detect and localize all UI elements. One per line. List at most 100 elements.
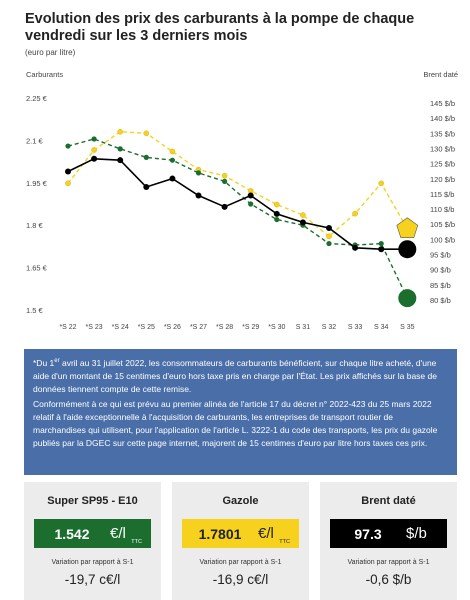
price-box: 97.3 $/b <box>330 519 447 548</box>
x-tick-label: *S 26 <box>164 324 181 331</box>
card-title: Gazole <box>222 495 259 507</box>
data-point <box>169 148 176 155</box>
card-brent: Brent daté 97.3 $/b Variation par rappor… <box>320 482 457 600</box>
variation-label: Variation par rapport à S-1 <box>51 559 134 566</box>
data-point <box>273 201 280 208</box>
data-point <box>221 172 228 179</box>
right-tick-label: 110 $/b <box>430 205 454 214</box>
data-point <box>378 240 384 247</box>
data-point <box>169 175 176 182</box>
ttc-label: TTC <box>131 539 142 545</box>
x-tick-label: S 31 <box>296 324 311 331</box>
left-tick-label: 1.65 € <box>26 264 48 273</box>
x-tick-label: *S 24 <box>112 324 129 331</box>
variation-label: Variation par rapport à S-1 <box>347 559 430 566</box>
variation-label: Variation par rapport à S-1 <box>199 559 282 566</box>
right-tick-label: 105 $/b <box>430 220 455 229</box>
data-point <box>274 216 280 223</box>
data-point <box>326 225 332 232</box>
variation-value: -19,7 c€/l <box>64 572 121 587</box>
data-point <box>248 201 254 207</box>
chart-subtitle: (euro par litre) <box>25 48 76 57</box>
price-unit: €/l <box>110 525 126 542</box>
data-point <box>117 128 123 135</box>
data-point <box>273 210 280 217</box>
card-title: Brent daté <box>361 495 416 507</box>
card-sp95: Super SP95 - E10 1.542 €/l TTC Variation… <box>24 482 161 600</box>
data-point <box>222 178 228 184</box>
data-point <box>326 233 332 240</box>
price-unit: €/l <box>258 525 274 542</box>
series-sp95-line <box>67 157 408 250</box>
price-box: 1.542 €/l TTC <box>34 519 151 548</box>
data-point <box>300 212 306 218</box>
data-point <box>195 170 202 176</box>
x-tick-label: S 32 <box>322 324 337 331</box>
chart-title: Evolution des prix des carburants à la p… <box>25 11 415 44</box>
ttc-label: TTC <box>279 539 290 545</box>
price-chart: Carburants Brent daté 2.25 € 2.1 € 1.95 € 1.8… <box>26 70 458 331</box>
card-gazole: Gazole 1.7801 €/l TTC Variation par rapp… <box>172 482 309 600</box>
data-point <box>352 210 358 217</box>
data-point <box>143 184 150 191</box>
x-tick-label: *S 27 <box>190 324 207 331</box>
card-title: Super SP95 - E10 <box>47 495 138 507</box>
data-point <box>378 180 385 187</box>
right-tick-label: 140 $/b <box>430 114 455 123</box>
right-tick-label: 135 $/b <box>430 129 455 138</box>
x-tick-label: S 33 <box>348 324 363 331</box>
series-brent-line <box>67 131 408 238</box>
data-point <box>169 157 175 163</box>
left-tick-label: 2.1 € <box>26 136 44 145</box>
data-point <box>91 155 98 162</box>
right-tick-label: 80 $/b <box>430 296 451 305</box>
x-tick-label: S 35 <box>400 324 415 331</box>
data-point <box>91 136 97 142</box>
right-tick-label: 145 $/b <box>430 99 455 108</box>
data-point <box>117 157 124 164</box>
left-axis-title: Carburants <box>26 70 63 79</box>
right-axis-title: Brent daté <box>423 70 458 79</box>
x-tick-label: *S 22 <box>59 324 76 331</box>
variation-value: -16,9 c€/l <box>212 572 269 587</box>
x-tick-label: S 34 <box>374 324 389 331</box>
data-point <box>299 219 306 226</box>
price-value: 97.3 <box>354 525 382 542</box>
x-tick-label: *S 23 <box>86 324 103 331</box>
left-tick-label: 2.25 € <box>26 94 48 103</box>
right-tick-label: 100 $/b <box>430 235 455 244</box>
right-tick-label: 120 $/b <box>430 175 455 184</box>
note-paragraph-2: Conformément à ce qui est prévu au premi… <box>33 398 438 449</box>
data-point <box>352 244 359 251</box>
x-tick-label: *S 25 <box>138 324 155 331</box>
right-tick-label: 85 $/b <box>430 281 451 290</box>
brent-last-point <box>396 217 419 238</box>
data-point <box>195 192 202 199</box>
data-point <box>143 154 149 160</box>
info-note: *Du 1er avril au 31 juillet 2022, les co… <box>24 349 457 475</box>
price-value: 1.7801 <box>198 525 242 542</box>
data-point <box>91 147 97 153</box>
left-tick-label: 1.8 € <box>26 221 44 230</box>
right-tick-label: 130 $/b <box>430 144 455 153</box>
variation-value: -0,6 $/b <box>365 572 412 587</box>
left-tick-label: 1.95 € <box>26 179 48 188</box>
data-point <box>65 143 71 149</box>
sp95-last-point <box>398 240 417 259</box>
x-tick-label: *S 30 <box>268 324 285 331</box>
right-tick-label: 125 $/b <box>430 160 455 169</box>
x-tick-label: *S 29 <box>242 324 259 331</box>
x-tick-label: *S 28 <box>216 324 233 331</box>
right-tick-label: 115 $/b <box>430 190 454 199</box>
price-unit: $/b <box>406 525 427 542</box>
data-point <box>65 180 71 187</box>
price-box: 1.7801 €/l TTC <box>182 519 299 548</box>
note-paragraph-1: *Du 1er avril au 31 juillet 2022, les co… <box>33 358 437 395</box>
left-tick-label: 1.5 € <box>26 306 44 315</box>
gazole-last-point <box>398 289 417 308</box>
price-cards: Super SP95 - E10 1.542 €/l TTC Variation… <box>24 482 457 600</box>
data-point <box>117 146 123 152</box>
data-point <box>65 168 71 175</box>
data-point <box>378 246 385 253</box>
price-value: 1.542 <box>54 525 90 542</box>
